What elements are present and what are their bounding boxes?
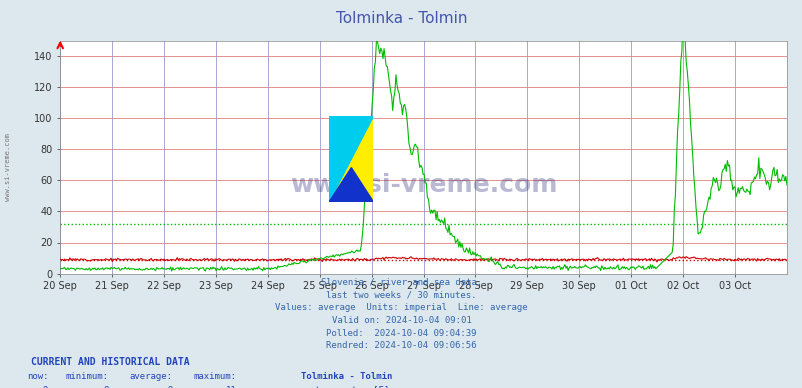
Text: temperature[F]: temperature[F]	[314, 386, 389, 388]
Text: www.si-vreme.com: www.si-vreme.com	[290, 173, 557, 197]
Text: maximum:: maximum:	[193, 372, 237, 381]
Text: 9: 9	[167, 386, 172, 388]
Text: 9: 9	[43, 386, 48, 388]
Text: now:: now:	[26, 372, 48, 381]
Text: minimum:: minimum:	[65, 372, 108, 381]
Text: 11: 11	[226, 386, 237, 388]
Polygon shape	[329, 116, 373, 202]
Text: Tolminka - Tolmin: Tolminka - Tolmin	[335, 11, 467, 26]
Text: average:: average:	[129, 372, 172, 381]
Text: Polled:  2024-10-04 09:04:39: Polled: 2024-10-04 09:04:39	[326, 329, 476, 338]
Text: Slovenia / river and sea data.: Slovenia / river and sea data.	[321, 277, 481, 286]
Text: Rendred: 2024-10-04 09:06:56: Rendred: 2024-10-04 09:06:56	[326, 341, 476, 350]
Text: www.si-vreme.com: www.si-vreme.com	[5, 133, 11, 201]
Text: Values: average  Units: imperial  Line: average: Values: average Units: imperial Line: av…	[275, 303, 527, 312]
Polygon shape	[329, 168, 373, 202]
Text: 8: 8	[103, 386, 108, 388]
Text: Valid on: 2024-10-04 09:01: Valid on: 2024-10-04 09:01	[331, 316, 471, 325]
Text: Tolminka - Tolmin: Tolminka - Tolmin	[301, 372, 392, 381]
Text: last two weeks / 30 minutes.: last two weeks / 30 minutes.	[326, 290, 476, 299]
Polygon shape	[329, 116, 373, 202]
Text: CURRENT AND HISTORICAL DATA: CURRENT AND HISTORICAL DATA	[30, 357, 189, 367]
